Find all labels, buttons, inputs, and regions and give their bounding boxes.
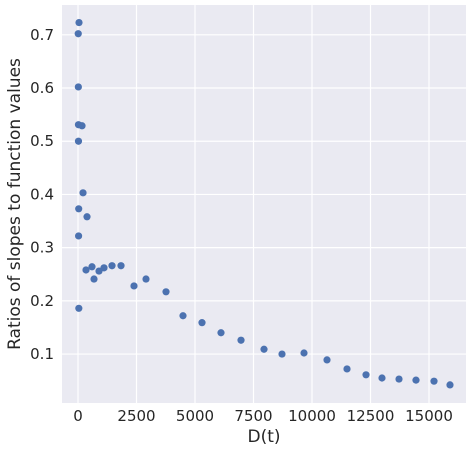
x-axis-label: D(t) xyxy=(247,427,280,447)
point xyxy=(278,350,286,358)
x-tick-label: 15000 xyxy=(405,407,453,425)
point xyxy=(74,30,82,38)
point xyxy=(75,304,83,312)
point xyxy=(378,374,386,382)
point xyxy=(162,288,170,296)
point xyxy=(198,319,206,327)
point xyxy=(75,18,83,27)
point xyxy=(300,349,308,357)
point xyxy=(90,275,98,283)
point xyxy=(75,205,83,213)
point xyxy=(82,266,90,274)
point xyxy=(74,232,83,240)
y-tick-label: 0.1 xyxy=(30,345,54,363)
point xyxy=(74,83,82,91)
point xyxy=(179,312,187,320)
point xyxy=(260,345,268,353)
point xyxy=(395,375,403,383)
point xyxy=(74,137,83,145)
point xyxy=(130,282,138,290)
point xyxy=(237,336,245,344)
y-tick-label: 0.2 xyxy=(30,292,54,310)
point xyxy=(79,189,87,197)
point xyxy=(446,381,454,389)
x-tick-label: 12500 xyxy=(347,407,395,425)
y-tick-label: 0.3 xyxy=(30,239,54,257)
point xyxy=(108,262,116,270)
y-tick-label: 0.4 xyxy=(30,185,54,203)
point xyxy=(83,213,91,221)
x-tick-label: 5000 xyxy=(176,407,214,425)
point xyxy=(78,122,86,130)
point xyxy=(362,371,370,379)
plot-area xyxy=(62,5,466,403)
point xyxy=(323,356,331,364)
point xyxy=(430,377,438,385)
y-tick-label: 0.6 xyxy=(30,79,54,97)
point xyxy=(142,275,150,283)
point xyxy=(343,365,351,373)
point xyxy=(88,263,96,271)
y-axis-label: Ratios of slopes to function values xyxy=(5,58,25,350)
x-tick-label: 7500 xyxy=(234,407,272,425)
y-tick-label: 0.5 xyxy=(30,132,54,150)
point xyxy=(117,262,125,270)
x-tick-label: 0 xyxy=(73,407,83,425)
y-tick-label: 0.7 xyxy=(30,26,54,44)
point xyxy=(100,264,108,272)
x-tick-label: 10000 xyxy=(288,407,336,425)
point xyxy=(412,376,420,384)
x-tick-label: 2500 xyxy=(117,407,155,425)
point xyxy=(217,329,225,337)
